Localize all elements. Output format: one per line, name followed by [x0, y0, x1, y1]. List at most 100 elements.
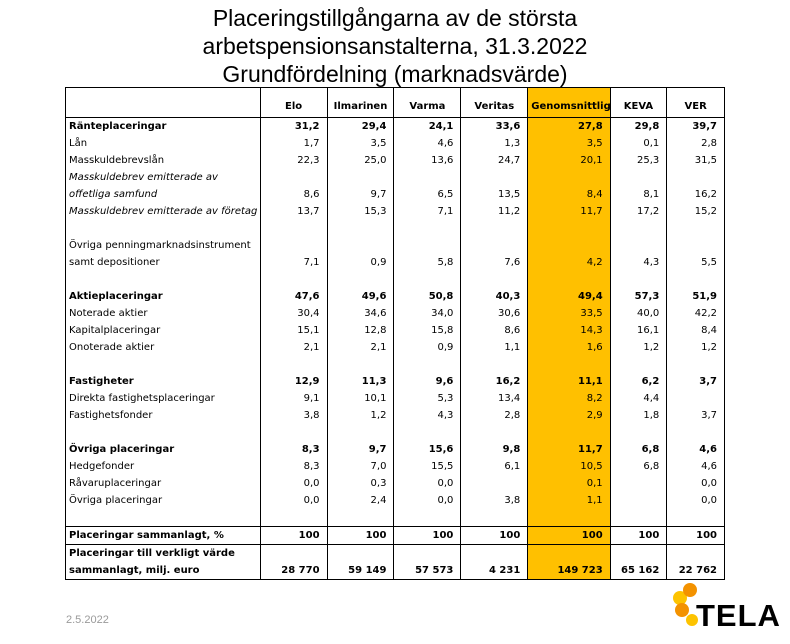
spacer-row: [65, 424, 725, 441]
row-label: Övriga placeringar: [65, 492, 261, 509]
value-cell-ilmarinen: 3,5: [326, 135, 395, 152]
row-ranteplaceringar: Ränteplaceringar 31,2 29,4 24,1 33,6 27,8 29,8…: [65, 117, 725, 135]
row-label: Masskuldebrev emitterade av företag: [65, 203, 261, 220]
tela-logo-icon: [673, 583, 698, 626]
row-lan: Lån 1,7 3,5 4,6 1,3 3,5 0,1 2,8: [65, 135, 725, 152]
spacer-cell: [393, 509, 462, 527]
spacer-cell: [460, 356, 529, 373]
spacer-cell: [65, 356, 261, 373]
value-cell-genomsnittlig: 10,5: [527, 458, 611, 475]
value-cell-genomsnittlig: 1,1: [527, 492, 611, 509]
value-cell-ver: 42,2: [666, 305, 725, 322]
row-label: Placeringar sammanlagt, %: [65, 526, 261, 545]
row-label: Kapitalplaceringar: [65, 322, 261, 339]
value-cell-keva: 8,1: [609, 169, 668, 203]
row-label: Direkta fastighetsplaceringar: [65, 390, 261, 407]
header-elo: Elo: [259, 87, 328, 118]
value-cell-ver: 1,2: [666, 339, 725, 356]
spacer-cell: [666, 424, 725, 441]
row-ovriga-placeringar: Övriga placeringar 0,0 2,4 0,0 3,8 1,1 0,0: [65, 492, 725, 509]
row-noterade-aktier: Noterade aktier 30,4 34,6 34,0 30,6 33,5 40,0 4…: [65, 305, 725, 322]
value-cell-ilmarinen: 2,1: [326, 339, 395, 356]
footer-date: 2.5.2022: [66, 614, 109, 626]
value-cell-veritas: 2,8: [460, 407, 529, 424]
value-cell-ilmarinen: 100: [326, 526, 395, 545]
row-label: Ränteplaceringar: [65, 117, 261, 135]
spacer-cell: [527, 271, 611, 288]
value-cell-varma: 6,5: [393, 169, 462, 203]
value-cell-keva: 6,8: [609, 441, 668, 458]
value-cell-varma: 24,1: [393, 117, 462, 135]
value-cell-ilmarinen: 15,3: [326, 203, 395, 220]
value-cell-elo: 8,3: [259, 458, 328, 475]
title-line-2: arbetspensionsanstalterna, 31.3.2022: [202, 33, 588, 59]
spacer-row: [65, 220, 725, 237]
spacer-cell: [527, 509, 611, 527]
row-label: Råvaruplaceringar: [65, 475, 261, 492]
value-cell-keva: 6,8: [609, 458, 668, 475]
value-cell-genomsnittlig: 11,7: [527, 203, 611, 220]
row-label: Hedgefonder: [65, 458, 261, 475]
value-cell-ver: 4,6: [666, 441, 725, 458]
value-cell-veritas: 1,1: [460, 339, 529, 356]
value-cell-elo: 15,1: [259, 322, 328, 339]
value-cell-genomsnittlig: 4,2: [527, 237, 611, 271]
row-hedgefonder: Hedgefonder 8,3 7,0 15,5 6,1 10,5 6,8 4,6: [65, 458, 725, 475]
header-row: Elo Ilmarinen Varma Veritas Genomsnittli…: [65, 87, 725, 118]
value-cell-veritas: 100: [460, 526, 529, 545]
value-cell-keva: 29,8: [609, 117, 668, 135]
value-cell-genomsnittlig: 8,4: [527, 169, 611, 203]
value-cell-veritas: 13,5: [460, 169, 529, 203]
row-kapitalplaceringar: Kapitalplaceringar 15,1 12,8 15,8 8,6 14,3 16,…: [65, 322, 725, 339]
value-cell-varma: 0,9: [393, 339, 462, 356]
spacer-cell: [666, 220, 725, 237]
row-fastigheter: Fastigheter 12,9 11,3 9,6 16,2 11,1 6,2 3,7: [65, 373, 725, 390]
spacer-cell: [527, 220, 611, 237]
value-cell-genomsnittlig: 11,1: [527, 373, 611, 390]
spacer-row: [65, 271, 725, 288]
value-cell-varma: 50,8: [393, 288, 462, 305]
value-cell-varma: 15,6: [393, 441, 462, 458]
page-title: Placeringstillgångarna av de största arb…: [0, 4, 790, 88]
spacer-row: [65, 356, 725, 373]
value-cell-ilmarinen: 11,3: [326, 373, 395, 390]
row-verkligt-varde-sammanlagt: Placeringar till verkligt värde sammanla…: [65, 544, 725, 580]
value-cell-ilmarinen: 12,8: [326, 322, 395, 339]
header-ver: VER: [666, 87, 725, 118]
value-cell-genomsnittlig: 14,3: [527, 322, 611, 339]
tela-logo-text: TELA: [696, 598, 781, 633]
value-cell-ilmarinen: 2,4: [326, 492, 395, 509]
value-cell-ver: 31,5: [666, 152, 725, 169]
value-cell-elo: 100: [259, 526, 328, 545]
spacer-cell: [326, 424, 395, 441]
header-label-cell: [65, 87, 261, 118]
value-cell-ver: 2,8: [666, 135, 725, 152]
value-cell-varma: 57 573: [393, 544, 462, 580]
value-cell-ver: [666, 390, 725, 407]
row-label: Placeringar till verkligt värde sammanla…: [65, 544, 261, 580]
value-cell-keva: [609, 475, 668, 492]
allocation-table-container: Elo Ilmarinen Varma Veritas Genomsnittli…: [65, 87, 725, 580]
header-ilmarinen: Ilmarinen: [326, 87, 395, 118]
title-line-1: Placeringstillgångarna av de största: [212, 5, 578, 31]
spacer-cell: [609, 424, 668, 441]
spacer-cell: [666, 271, 725, 288]
value-cell-elo: 30,4: [259, 305, 328, 322]
value-cell-varma: 100: [393, 526, 462, 545]
value-cell-elo: 12,9: [259, 373, 328, 390]
row-masskuldebrev-offentliga: Masskuldebrev emitterade av offetliga sa…: [65, 169, 725, 203]
spacer-cell: [259, 424, 328, 441]
value-cell-ver: 100: [666, 526, 725, 545]
value-cell-elo: 2,1: [259, 339, 328, 356]
spacer-cell: [65, 220, 261, 237]
value-cell-ilmarinen: 9,7: [326, 441, 395, 458]
value-cell-veritas: 4 231: [460, 544, 529, 580]
value-cell-ver: 0,0: [666, 492, 725, 509]
value-cell-ilmarinen: 0,3: [326, 475, 395, 492]
row-label: Övriga placeringar: [65, 441, 261, 458]
value-cell-ilmarinen: 0,9: [326, 237, 395, 271]
row-label: Onoterade aktier: [65, 339, 261, 356]
row-label: Masskuldebrev emitterade av offetliga sa…: [65, 169, 261, 203]
value-cell-genomsnittlig: 8,2: [527, 390, 611, 407]
value-cell-veritas: 16,2: [460, 373, 529, 390]
